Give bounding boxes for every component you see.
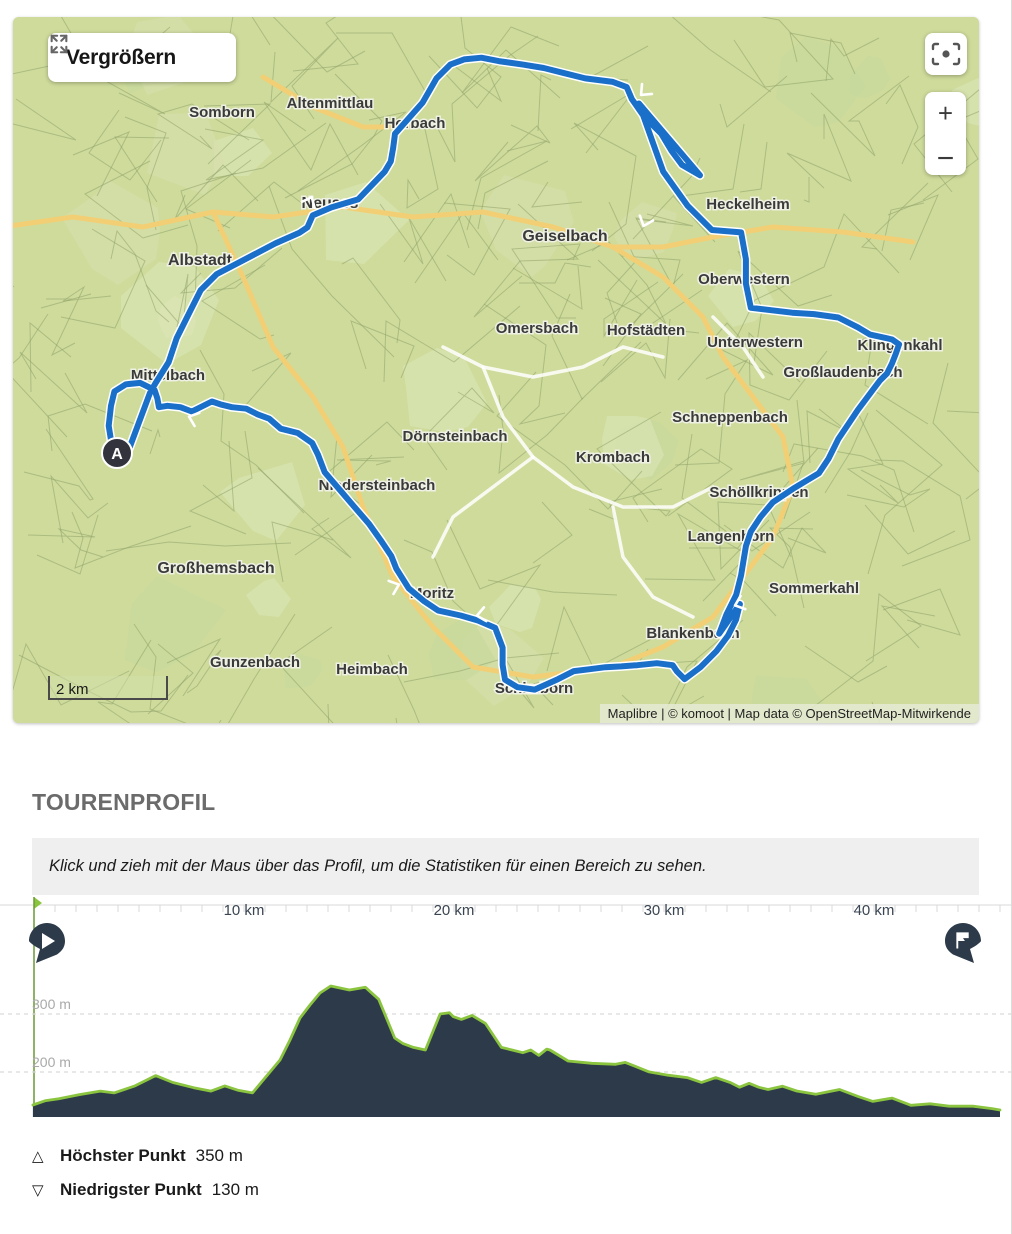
svg-text:Gunzenbach: Gunzenbach xyxy=(210,654,300,671)
svg-text:Schneppenbach: Schneppenbach xyxy=(672,409,788,426)
svg-text:200 m: 200 m xyxy=(32,1054,71,1070)
svg-text:Heckelheim: Heckelheim xyxy=(706,196,789,213)
svg-text:Geiselbach: Geiselbach xyxy=(522,228,607,245)
svg-text:Hofstädten: Hofstädten xyxy=(607,322,685,339)
svg-text:Sommerkahl: Sommerkahl xyxy=(769,580,859,597)
svg-text:Großhemsbach: Großhemsbach xyxy=(157,560,274,577)
svg-text:20 km: 20 km xyxy=(434,902,475,919)
svg-text:10 km: 10 km xyxy=(224,902,265,919)
svg-text:30 km: 30 km xyxy=(644,902,685,919)
svg-text:Altenmittlau: Altenmittlau xyxy=(287,95,374,112)
svg-text:Dörnsteinbach: Dörnsteinbach xyxy=(402,428,507,445)
svg-text:Heimbach: Heimbach xyxy=(336,661,408,678)
svg-text:Somborn: Somborn xyxy=(189,104,255,121)
svg-text:Unterwestern: Unterwestern xyxy=(707,334,803,351)
svg-text:Krombach: Krombach xyxy=(576,449,650,466)
svg-text:Omersbach: Omersbach xyxy=(496,320,579,337)
svg-text:300 m: 300 m xyxy=(32,996,71,1012)
svg-text:A: A xyxy=(111,446,123,463)
svg-text:Langenborn: Langenborn xyxy=(688,528,775,545)
svg-text:40 km: 40 km xyxy=(854,902,895,919)
